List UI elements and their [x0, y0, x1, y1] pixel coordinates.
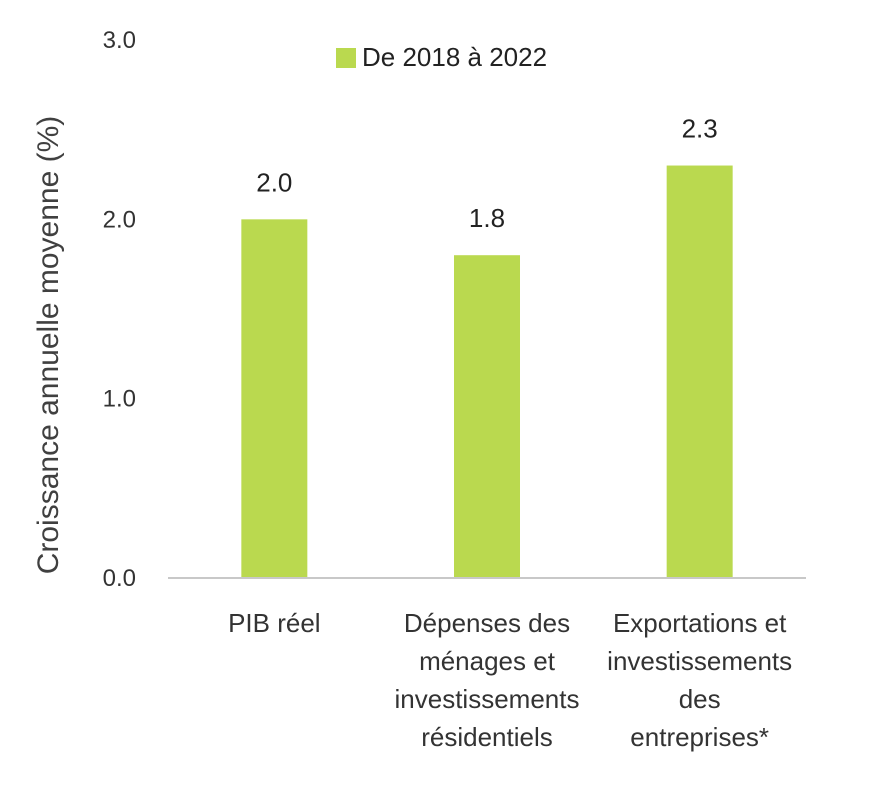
data-label: 2.3 — [682, 114, 718, 144]
y-tick-label: 1.0 — [103, 386, 136, 413]
category-label-line: investissements — [607, 646, 792, 676]
category-label-line: investissements — [395, 684, 580, 714]
category-label: PIB réel — [228, 608, 321, 638]
category-label-line: ménages et — [419, 646, 556, 676]
y-axis-title-group: Croissance annuelle moyenne (%) — [32, 116, 65, 575]
bar — [241, 219, 308, 579]
bar — [454, 255, 520, 578]
category-label-line: résidentiels — [421, 722, 553, 752]
category-label-line: entreprises* — [630, 722, 769, 752]
bars — [241, 165, 733, 579]
category-label-line: des — [679, 684, 721, 714]
data-label: 2.0 — [256, 167, 292, 197]
category-label-line: PIB réel — [228, 608, 321, 638]
data-labels: 2.0 1.8 2.3 — [256, 114, 717, 234]
y-tick-labels: 0.0 1.0 2.0 3.0 — [103, 27, 136, 592]
category-label: Dépenses des ménages et investissements rés… — [395, 608, 580, 752]
category-label-line: Dépenses des — [404, 608, 570, 638]
y-axis-title: Croissance annuelle moyenne (%) — [32, 116, 65, 575]
data-label: 1.8 — [469, 203, 505, 233]
y-tick-label: 0.0 — [103, 565, 136, 592]
bar — [666, 165, 733, 579]
y-tick-label: 3.0 — [103, 27, 136, 54]
y-tick-label: 2.0 — [103, 206, 136, 233]
legend-label: De 2018 à 2022 — [362, 42, 547, 72]
legend: De 2018 à 2022 — [336, 42, 547, 72]
legend-swatch — [336, 48, 356, 68]
category-label: Exportations et investissements des entrepr… — [607, 608, 792, 752]
category-labels: PIB réel Dépenses des ménages et investisse… — [228, 608, 792, 752]
category-label-line: Exportations et — [613, 608, 787, 638]
